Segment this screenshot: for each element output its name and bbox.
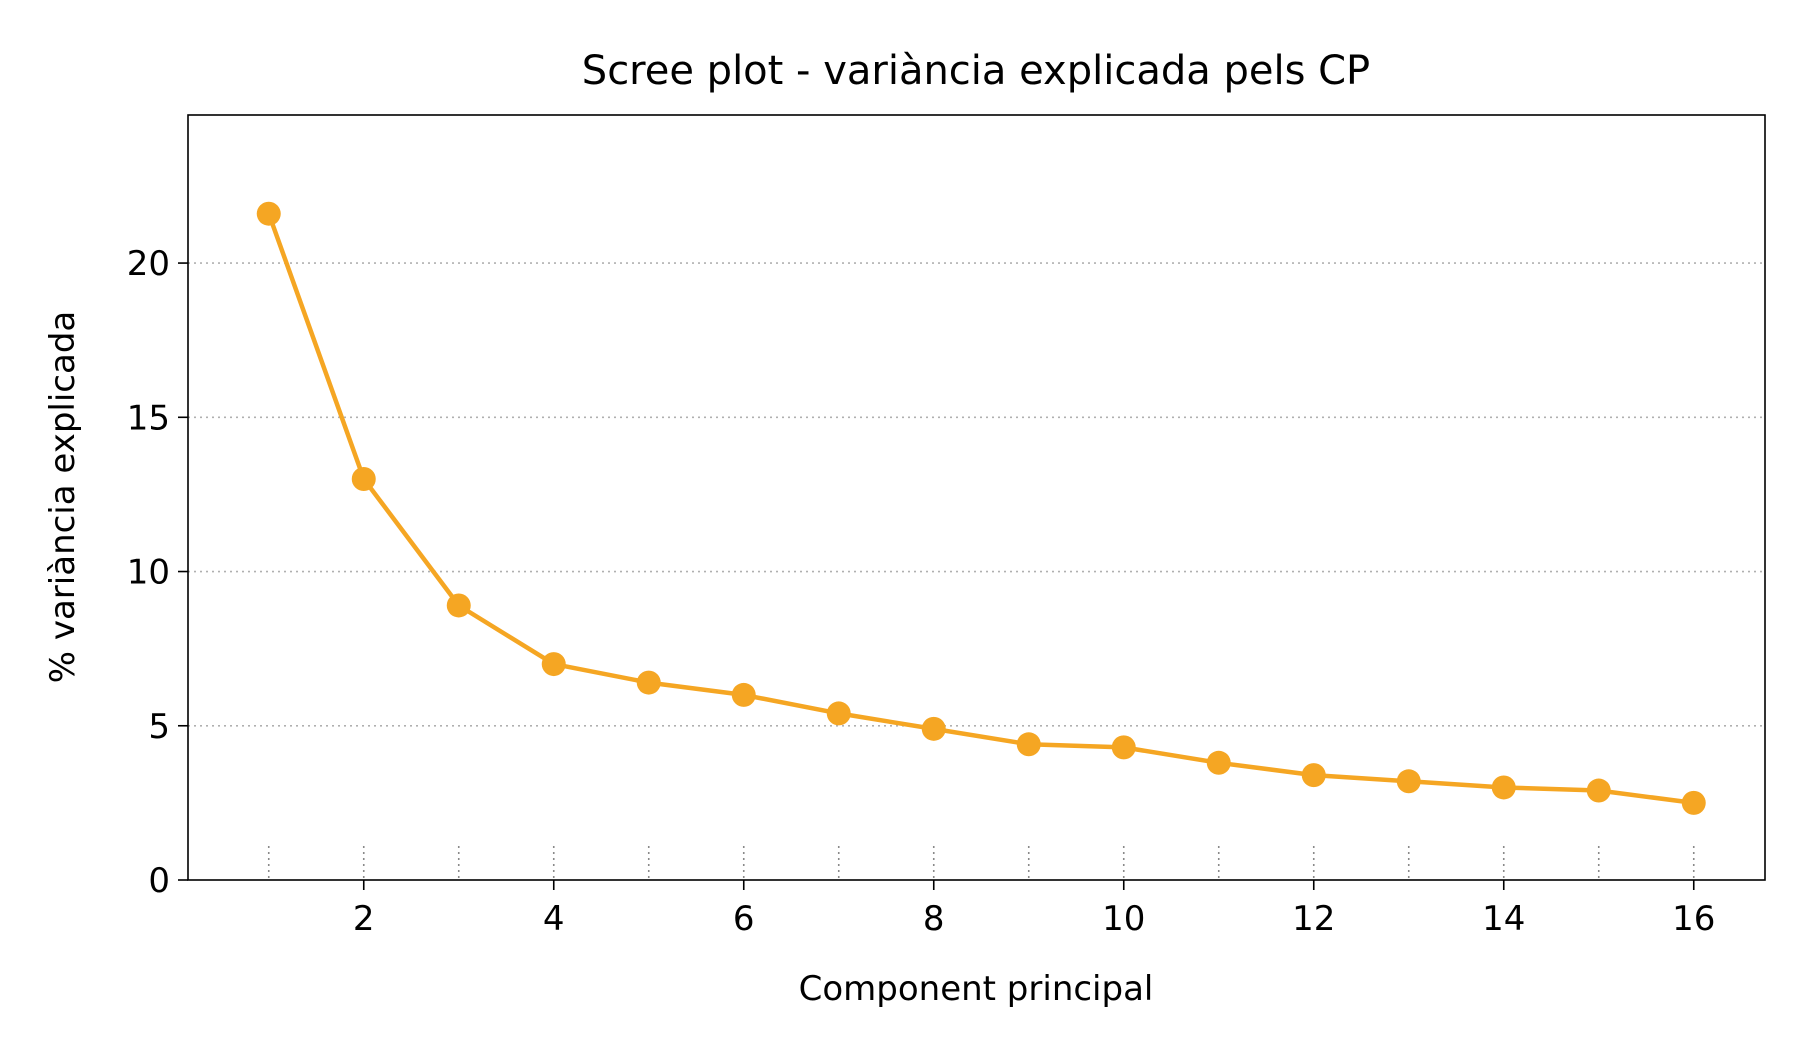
series-layer: [256, 201, 1706, 815]
y-tick-label: 5: [148, 707, 170, 747]
data-point: [1301, 763, 1326, 788]
y-tick-label: 10: [127, 553, 170, 593]
axis-ticks: 0 5 10 15 20 2 4 6 8 10 12 14 16: [127, 244, 1716, 939]
y-axis-label: % variància explicada: [43, 311, 83, 684]
data-point: [731, 682, 756, 707]
x-tick-label: 4: [543, 899, 565, 939]
x-tick-label: 12: [1292, 899, 1335, 939]
data-point: [636, 670, 661, 695]
data-point: [351, 466, 376, 491]
y-tick-label: 15: [127, 398, 170, 438]
y-tick-label: 0: [148, 861, 170, 901]
x-tick-label: 16: [1672, 899, 1715, 939]
x-tick-label: 10: [1102, 899, 1145, 939]
data-point: [1586, 778, 1611, 803]
data-point: [446, 593, 471, 618]
data-point: [1206, 750, 1231, 775]
x-tick-label: 2: [353, 899, 375, 939]
x-tick-label: 14: [1482, 899, 1525, 939]
chart-title: Scree plot - variància explicada pels CP: [582, 48, 1370, 94]
grid-lines: [188, 262, 1765, 727]
data-point: [541, 652, 566, 677]
data-point: [1681, 790, 1706, 815]
data-point: [921, 716, 946, 741]
data-point: [826, 701, 851, 726]
data-point: [1491, 775, 1516, 800]
x-axis-label: Component principal: [799, 969, 1154, 1009]
data-point: [1111, 735, 1136, 760]
x-tick-label: 6: [733, 899, 755, 939]
data-point: [1396, 769, 1421, 794]
y-tick-label: 20: [127, 244, 170, 284]
x-tick-label: 8: [923, 899, 945, 939]
plot-frame: [187, 114, 1766, 881]
data-point: [256, 201, 281, 226]
data-point: [1016, 732, 1041, 757]
series-line: [266, 212, 1694, 806]
